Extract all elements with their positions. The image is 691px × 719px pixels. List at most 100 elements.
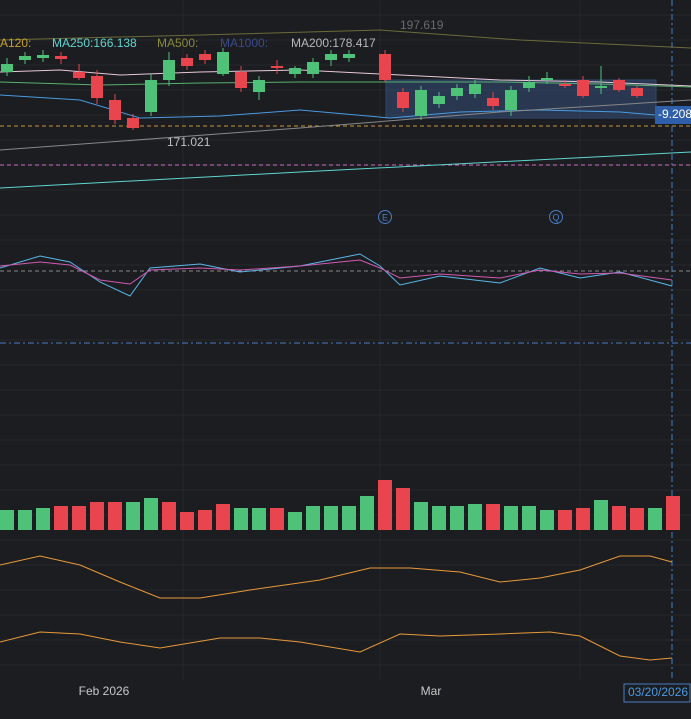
- volume-bar: [270, 508, 284, 530]
- volume-bar: [540, 510, 554, 530]
- candle-body: [559, 84, 571, 86]
- indicator-line: [0, 555, 673, 599]
- candle-body: [523, 82, 535, 88]
- indicator-line: [0, 631, 673, 661]
- low-label: 171.021: [167, 135, 211, 149]
- candle-body: [307, 62, 319, 74]
- legend-ma500: MA500:: [157, 36, 198, 50]
- legend-ma1000: MA1000:: [220, 36, 268, 50]
- candle-body: [253, 80, 265, 92]
- volume-bar: [198, 510, 212, 530]
- candle-body: [73, 72, 85, 78]
- volume-bar: [180, 512, 194, 530]
- candle-body: [145, 80, 157, 112]
- volume-bar: [648, 508, 662, 530]
- volume-bar: [36, 508, 50, 530]
- candle-body: [397, 92, 409, 108]
- volume-bar: [612, 506, 626, 530]
- candle-body: [505, 90, 517, 110]
- volume-bar: [342, 506, 356, 530]
- candle-body: [289, 68, 301, 74]
- event-marker[interactable]: [549, 210, 563, 224]
- candle-body: [613, 80, 625, 90]
- candle-body: [451, 88, 463, 96]
- candle-body: [541, 78, 553, 80]
- volume-bar: [630, 508, 644, 530]
- event-marker[interactable]: [378, 210, 392, 224]
- candle-body: [217, 52, 229, 74]
- candle-body: [595, 86, 607, 88]
- time-label: Mar: [421, 684, 442, 698]
- volume-bar: [486, 504, 500, 530]
- time-label: Feb 2026: [79, 684, 130, 698]
- candle-body: [199, 54, 211, 60]
- volume-bar: [108, 502, 122, 530]
- legend-ma250: MA250:166.138: [52, 36, 137, 50]
- volume-bar: [90, 502, 104, 530]
- ma-line: [0, 151, 691, 189]
- volume-bars: [0, 480, 680, 530]
- candle-body: [235, 72, 247, 88]
- volume-bar: [252, 508, 266, 530]
- grid: [0, 0, 691, 680]
- kdj-line: [0, 259, 673, 285]
- volume-bar: [522, 506, 536, 530]
- candle-body: [163, 60, 175, 80]
- candle-body: [181, 58, 193, 66]
- candle-body: [271, 66, 283, 68]
- volume-bar: [558, 510, 572, 530]
- candle-body: [469, 84, 481, 94]
- volume-bar: [576, 508, 590, 530]
- candle-body: [325, 54, 337, 60]
- candle-body: [433, 96, 445, 104]
- volume-bar: [162, 502, 176, 530]
- volume-bar: [504, 506, 518, 530]
- candle-body: [487, 98, 499, 106]
- candle-body: [127, 118, 139, 128]
- candle-body: [55, 56, 67, 59]
- candle-body: [19, 56, 31, 60]
- candle-body: [91, 76, 103, 98]
- cursor-date: 03/20/2026: [628, 685, 688, 699]
- volume-bar: [234, 508, 248, 530]
- cursor-date-box: [623, 683, 691, 703]
- candle-body: [379, 54, 391, 80]
- candle-body: [1, 64, 13, 72]
- ma-line: [0, 29, 691, 49]
- volume-bar: [468, 504, 482, 530]
- volume-bar: [450, 506, 464, 530]
- volume-bar: [54, 506, 68, 530]
- volume-bar: [144, 498, 158, 530]
- volume-bar: [72, 506, 86, 530]
- candle-body: [415, 90, 427, 116]
- kdj-line: [0, 253, 673, 297]
- volume-bar: [594, 500, 608, 530]
- candle-body: [343, 54, 355, 58]
- legend-ma120: A120:: [0, 36, 31, 50]
- volume-bar: [360, 496, 374, 530]
- volume-bar: [324, 506, 338, 530]
- high-label: 197.619: [400, 18, 444, 32]
- volume-bar: [288, 512, 302, 530]
- volume-bar: [666, 496, 680, 530]
- candle-body: [631, 88, 643, 96]
- volume-bar: [414, 502, 428, 530]
- event-label: E: [382, 212, 388, 222]
- candle-body: [37, 55, 49, 58]
- volume-bar: [18, 510, 32, 530]
- current-label: -9.208: [658, 107, 691, 121]
- legend-ma200: MA200:178.417: [291, 36, 376, 50]
- time-axis: [0, 680, 691, 719]
- event-label: Q: [552, 212, 559, 222]
- volume-bar: [396, 488, 410, 530]
- candle-body: [577, 80, 589, 96]
- price-tag: [655, 106, 691, 124]
- trend-line: [0, 99, 691, 151]
- volume-bar: [432, 506, 446, 530]
- volume-bar: [378, 480, 392, 530]
- volume-bar: [126, 502, 140, 530]
- volume-bar: [306, 506, 320, 530]
- volume-bar: [216, 504, 230, 530]
